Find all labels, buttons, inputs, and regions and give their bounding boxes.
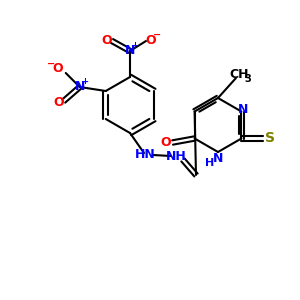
Text: O: O <box>53 97 64 110</box>
Text: N: N <box>213 152 223 166</box>
Text: −: − <box>153 30 161 40</box>
Text: CH: CH <box>229 68 249 82</box>
Text: HN: HN <box>135 148 155 161</box>
Text: O: O <box>102 34 112 46</box>
Text: +: + <box>81 77 88 86</box>
Text: H: H <box>206 158 214 168</box>
Text: S: S <box>266 131 275 146</box>
Text: O: O <box>146 34 156 46</box>
Text: NH: NH <box>166 151 186 164</box>
Text: N: N <box>125 44 135 58</box>
Text: 3: 3 <box>244 74 251 84</box>
Text: O: O <box>160 136 171 149</box>
Text: +: + <box>131 41 139 50</box>
Text: N: N <box>238 103 249 116</box>
Text: −: − <box>47 59 55 69</box>
Text: O: O <box>52 62 63 76</box>
Text: N: N <box>75 80 85 94</box>
